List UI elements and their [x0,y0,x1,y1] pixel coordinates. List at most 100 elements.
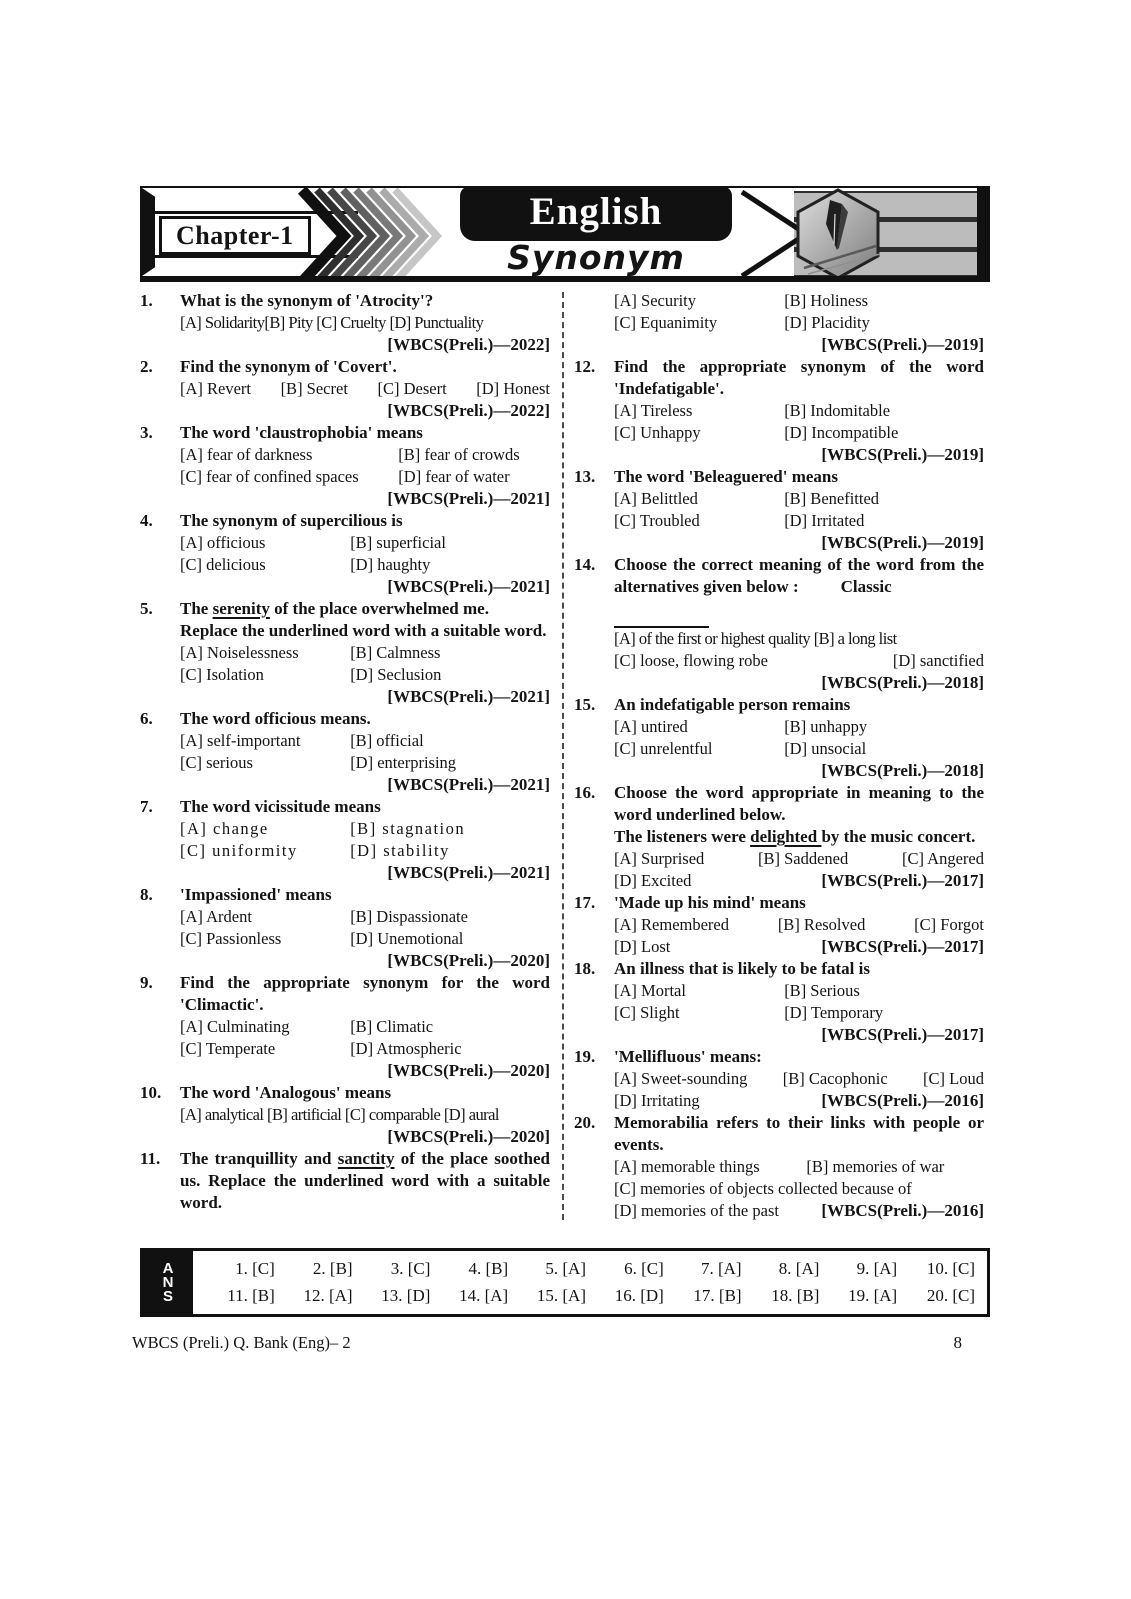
option: [D] Irritating [614,1091,700,1110]
option: [A] Tireless [614,401,693,420]
option: [D] sanctified [892,651,984,670]
citation: [WBCS(Preli.)—2016] [821,1201,984,1220]
answer-cell: 12. [A] [303,1286,353,1305]
option: [A] Sweet-sounding [614,1069,748,1088]
option: [B] official [350,731,424,750]
option-row: [WBCS(Preli.)—2021] [180,576,550,598]
option-row: [WBCS(Preli.)—2017] [614,1024,984,1046]
option: [A] Noiselessness [180,643,299,662]
option: [C] Equanimity [614,313,718,332]
question-number: 10. [140,1083,162,1102]
option-row: [C] uniformity [D] stability [180,840,550,862]
question: 19. 'Mellifluous' means: [A] Sweet-soundin… [574,1046,984,1112]
option-row: [WBCS(Preli.)—2019] [614,532,984,554]
option: [B] superficial [350,533,446,552]
option: [D] Seclusion [350,665,442,684]
answer-cell: 4. [B] [468,1259,509,1278]
option-row: [WBCS(Preli.)—2022] [180,400,550,422]
option: [B] memories of war [806,1157,945,1176]
option-row: [A] Culminating [B] Climatic [180,1016,550,1038]
option: [A] self-important [180,731,301,750]
answers-label-letter: A [162,1259,174,1277]
option-row: [C] delicious [D] haughty [180,554,550,576]
question: 10. The word 'Analogous' means [A] analyti… [140,1082,550,1148]
answer-cell: 10. [C] [926,1259,975,1278]
question: 7. The word vicissitude means [A] change [B… [140,796,550,884]
option-row: [A] analytical [B] artificial [C] compar… [180,1104,550,1126]
question: 9. Find the appropriate synonym for the w… [140,972,550,1082]
question-text: An illness that is likely to be fatal is [614,958,984,980]
question-number: 9. [140,973,153,992]
question-text-segment: What is the synonym of 'Atrocity'? [180,291,434,310]
option-row: [A] Belittled [B] Benefitted [614,488,984,510]
question-body: The tranquillity and sanctity of the pla… [180,1148,550,1214]
question-body: 'Impassioned' means [A] Ardent [B] Dispass… [180,884,550,972]
question-number: 1. [140,291,153,310]
answer-cell: 16. [D] [614,1286,664,1305]
citation: [WBCS(Preli.)—2020] [387,1061,550,1080]
citation: [WBCS(Preli.)—2022] [387,335,550,354]
option-row: [WBCS(Preli.)—2022] [180,334,550,356]
option-row: [C] Equanimity [D] Placidity [614,312,984,334]
option: [B] Serious [784,981,860,1000]
option: [C] Passionless [180,929,282,948]
option: [A] Remembered [614,915,729,934]
page-content: Chapter-1 English Synonym [132,186,990,1353]
citation: [WBCS(Preli.)—2017] [821,937,984,956]
option-row: [WBCS(Preli.)—2018] [614,672,984,694]
question-number: 5. [140,599,153,618]
question-text: 'Mellifluous' means: [614,1046,984,1068]
answer-cell: 6. [C] [624,1259,664,1278]
pen-hexagon-icon [740,188,881,276]
option: [D] Excited [614,871,692,890]
question-text-segment: Find the synonym of 'Covert'. [180,357,397,376]
question-body: The word vicissitude means [A] change [B] … [180,796,550,884]
question-text: The word 'Beleaguered' means [614,466,984,488]
subject-title-box: English [460,188,732,241]
option-row: [D] Irritating [WBCS(Preli.)—2016] [614,1090,984,1112]
option-row: [C] loose, flowing robe [D] sanctified [614,650,984,672]
question-text-segment: Classic [840,577,892,596]
answer-cell: 9. [A] [856,1259,898,1278]
option: [D] Lost [614,937,671,956]
option: [B] unhappy [784,717,868,736]
question-columns: 1. What is the synonym of 'Atrocity'? [A] … [140,290,990,1222]
question-number: 7. [140,797,153,816]
option: [C] Forgot [914,915,984,934]
question-number: 17. [574,893,596,912]
option-row: [WBCS(Preli.)—2018] [614,760,984,782]
option-row: [A] fear of darkness [B] fear of crowds [180,444,550,466]
chapter-label: Chapter-1 [176,220,294,250]
option: [A] Surprised [614,849,705,868]
answer-cell: 20. [C] [926,1286,975,1305]
question-text: Choose the correct meaning of the word f… [614,554,984,598]
option-row: [A] Ardent [B] Dispassionate [180,906,550,928]
question-body: The word 'Beleaguered' means [A] Belittle… [614,466,984,554]
option-row: [WBCS(Preli.)—2020] [180,1126,550,1148]
option: [B] stagnation [350,819,466,838]
option: [D] enterprising [350,753,457,772]
answer-cell: 7. [A] [700,1259,742,1278]
question-text-segment: The word 'Beleaguered' means [614,467,838,486]
citation: [WBCS(Preli.)—2022] [387,401,550,420]
question-text: The serenity of the place overwhelmed me… [180,598,550,620]
option-row: [WBCS(Preli.)—2020] [180,1060,550,1082]
citation: [WBCS(Preli.)—2021] [387,489,550,508]
question-text-segment: The tranquillity and [180,1149,338,1168]
option: [A] Mortal [614,981,686,1000]
question-body: Find the appropriate synonym for the wor… [180,972,550,1082]
chevrons-icon [298,188,443,276]
question-text-segment: 'Impassioned' means [180,885,332,904]
question: 17. 'Made up his mind' means [A] Remembere… [574,892,984,958]
question: 14. Choose the correct meaning of the wor… [574,554,984,694]
option: [D] stability [350,841,450,860]
question: 6. The word officious means. [A] self-impo… [140,708,550,796]
option: [A] analytical [B] artificial [C] compar… [180,1105,499,1124]
option-row: [WBCS(Preli.)—2021] [180,686,550,708]
answer-cell: 15. [A] [536,1286,586,1305]
citation: [WBCS(Preli.)—2019] [821,335,984,354]
question-text: Memorabilia refers to their links with p… [614,1112,984,1156]
question-number: 12. [574,357,596,376]
option: [D] fear of water [398,467,510,486]
